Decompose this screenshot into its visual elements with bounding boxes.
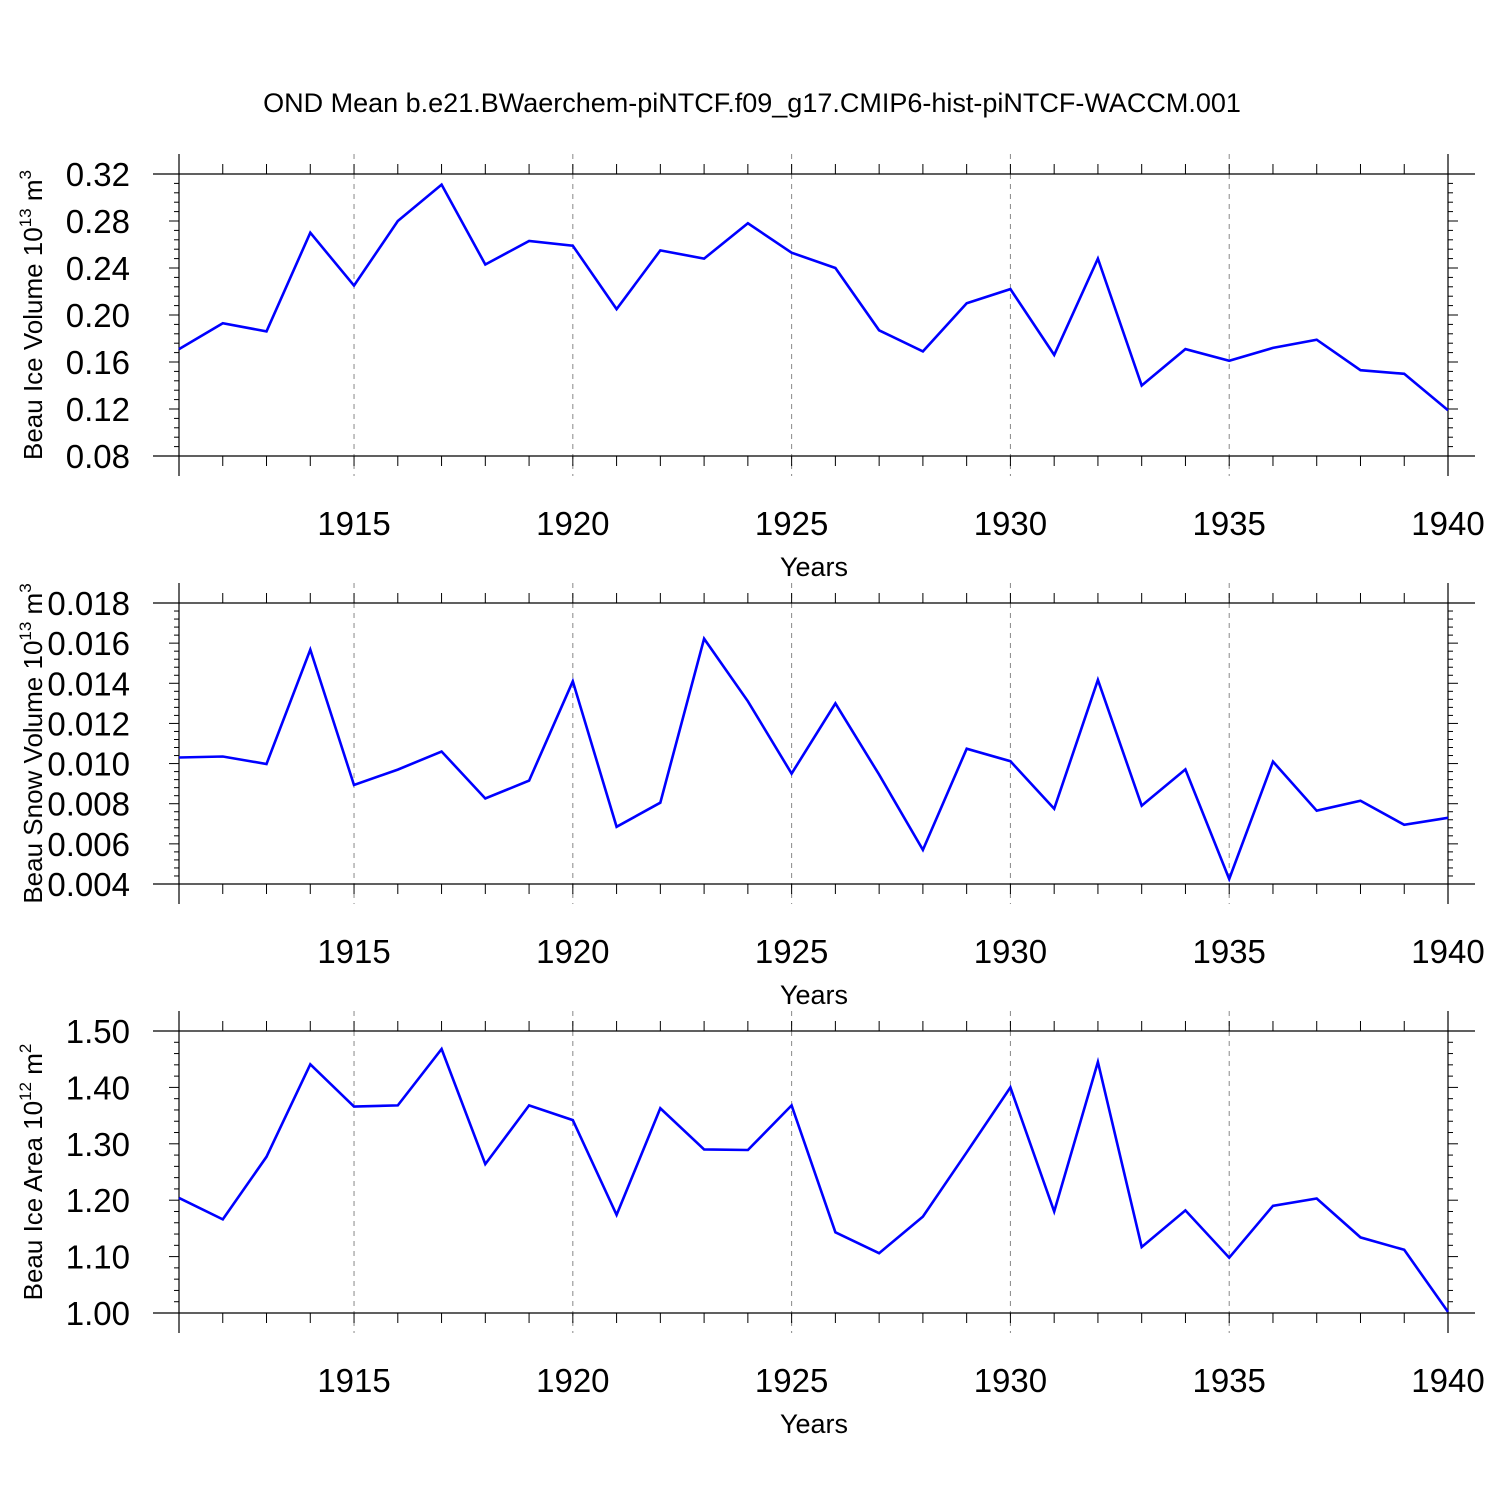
x-tick-label: 1930 xyxy=(974,505,1047,542)
y-tick-label: 1.00 xyxy=(66,1295,130,1332)
y-axis-label-unit: m xyxy=(18,179,48,208)
x-tick-label: 1930 xyxy=(974,1362,1047,1399)
y-tick-label: 0.004 xyxy=(47,866,130,903)
y-axis-label: Beau Ice Area 1012 m2 xyxy=(16,1044,48,1301)
x-tick-label: 1920 xyxy=(536,933,609,970)
y-axis-label-exponent: 13 xyxy=(16,622,35,641)
y-tick-label: 0.24 xyxy=(66,250,130,287)
chart-panel-1: 0.08 0.12 0.16 0.20 0.24 0.28 0.32 1915 1920 1925… xyxy=(16,154,1485,582)
x-axis-label: Years xyxy=(780,980,848,1010)
y-ticks xyxy=(169,1030,1458,1314)
y-axis-label-main: Beau Ice Volume 10 xyxy=(18,227,48,460)
y-tick-label: 0.32 xyxy=(66,156,130,193)
series-line xyxy=(178,1046,1450,1313)
y-tick-label: 1.30 xyxy=(66,1126,130,1163)
x-tick-label: 1925 xyxy=(755,1362,828,1399)
y-tick-label: 1.10 xyxy=(66,1239,130,1276)
x-tick-label: 1940 xyxy=(1411,505,1484,542)
x-tick-label: 1935 xyxy=(1192,1362,1265,1399)
y-tick-label: 1.40 xyxy=(66,1069,130,1106)
y-tick-label: 0.08 xyxy=(66,438,130,475)
y-tick-label: 1.50 xyxy=(66,1013,130,1050)
x-tick-label: 1925 xyxy=(755,505,828,542)
y-tick-label: 0.018 xyxy=(47,585,130,622)
panels: 0.08 0.12 0.16 0.20 0.24 0.28 0.32 1915 1920 1925… xyxy=(16,154,1485,1439)
x-axis-label: Years xyxy=(780,552,848,582)
y-axis-label: Beau Snow Volume 1013 m3 xyxy=(16,583,48,903)
y-tick-label: 0.20 xyxy=(66,297,130,334)
plot-frame xyxy=(153,583,1475,904)
y-tick-label: 0.006 xyxy=(47,826,130,863)
y-axis-label: Beau Ice Volume 1013 m3 xyxy=(16,170,48,460)
y-axis-label-unit-exponent: 2 xyxy=(16,1044,35,1053)
x-tick-label: 1925 xyxy=(755,933,828,970)
x-tick-label: 1915 xyxy=(317,505,390,542)
x-tick-label: 1920 xyxy=(536,505,609,542)
series-line xyxy=(178,182,1449,412)
x-axis-label: Years xyxy=(780,1409,848,1439)
y-tick-label: 0.12 xyxy=(66,391,130,428)
y-axis-label-exponent: 12 xyxy=(16,1082,35,1101)
y-tick-label: 0.28 xyxy=(66,203,130,240)
x-tick-label: 1935 xyxy=(1192,933,1265,970)
x-tick-label: 1940 xyxy=(1411,933,1484,970)
x-tick-label: 1940 xyxy=(1411,1362,1484,1399)
x-ticks xyxy=(178,1021,1449,1323)
y-tick-label: 0.012 xyxy=(47,705,130,742)
y-ticks xyxy=(169,602,1458,885)
y-axis-label-exponent: 13 xyxy=(16,208,35,227)
y-axis-label-unit: m xyxy=(18,593,48,622)
y-tick-label: 0.008 xyxy=(47,786,130,823)
series-line xyxy=(178,635,1449,883)
x-tick-label: 1930 xyxy=(974,933,1047,970)
x-ticks xyxy=(178,593,1449,894)
x-tick-label: 1935 xyxy=(1192,505,1265,542)
y-ticks xyxy=(169,173,1458,457)
y-tick-label: 0.016 xyxy=(47,625,130,662)
figure-title: OND Mean b.e21.BWaerchem-piNTCF.f09_g17.… xyxy=(263,88,1241,118)
y-axis-label-main: Beau Snow Volume 10 xyxy=(18,641,48,904)
plot-frame xyxy=(153,154,1475,476)
y-tick-label: 0.010 xyxy=(47,746,130,783)
y-axis-label-unit-exponent: 3 xyxy=(16,583,35,592)
x-ticks xyxy=(178,164,1449,466)
y-tick-label: 0.16 xyxy=(66,344,130,381)
chart-panel-3: 1.00 1.10 1.20 1.30 1.40 1.50 1915 1920 1925 1930… xyxy=(16,1011,1485,1439)
x-tick-label: 1915 xyxy=(317,933,390,970)
y-axis-label-main: Beau Ice Area 10 xyxy=(18,1101,48,1300)
y-axis-label-unit: m xyxy=(18,1053,48,1082)
y-axis-label-unit-exponent: 3 xyxy=(16,170,35,179)
y-tick-label: 1.20 xyxy=(66,1182,130,1219)
x-tick-label: 1920 xyxy=(536,1362,609,1399)
x-tick-label: 1915 xyxy=(317,1362,390,1399)
y-tick-label: 0.014 xyxy=(47,665,130,702)
